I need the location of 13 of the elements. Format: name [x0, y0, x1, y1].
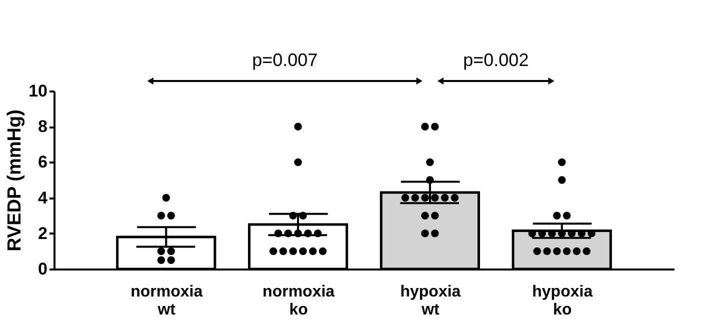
y-tick-label: 4	[38, 188, 48, 208]
y-tick-label: 0	[38, 260, 48, 278]
y-tick-label: 6	[38, 152, 48, 172]
x-tick-label: hypoxia wt	[400, 284, 461, 318]
x-tick-label: hypoxia ko	[532, 284, 593, 318]
y-tick-label: 2	[38, 224, 48, 243]
y-axis-title: RVEDP (mmHg)	[4, 110, 26, 252]
text: p=0.007	[252, 50, 318, 70]
y-tick-label: 8	[38, 117, 48, 136]
y-tick-label: 10	[28, 82, 48, 100]
x-tick-label: normoxia ko	[262, 284, 335, 318]
text: p=0.002	[463, 50, 529, 70]
x-tick-label: normoxia wt	[130, 284, 203, 318]
